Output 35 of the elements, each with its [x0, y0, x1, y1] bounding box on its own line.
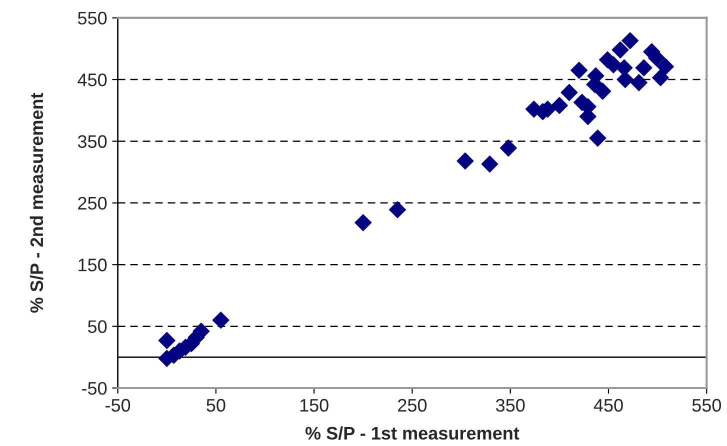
- x-tick-label: 350: [496, 398, 525, 412]
- point: [550, 96, 568, 114]
- y-tick-label: 450: [78, 73, 107, 86]
- point: [500, 139, 517, 157]
- point: [630, 74, 648, 92]
- point: [456, 152, 474, 170]
- point: [656, 58, 674, 76]
- point: [612, 41, 629, 58]
- x-tick-label: 150: [300, 398, 328, 412]
- point: [652, 69, 670, 86]
- y-tick-label: 250: [78, 196, 107, 210]
- y-tick-label: 350: [78, 135, 107, 148]
- point: [622, 32, 639, 50]
- point: [570, 62, 588, 79]
- y-tick-label: -50: [82, 382, 107, 395]
- y-tick-label: 550: [78, 12, 107, 25]
- x-axis-title: % S/P - 1st measurement: [305, 426, 520, 440]
- y-tick-label: 150: [78, 258, 107, 272]
- point: [589, 130, 606, 147]
- y-tick-label: 50: [88, 320, 107, 334]
- point: [635, 59, 652, 76]
- point: [388, 201, 406, 218]
- point: [481, 155, 498, 173]
- point: [616, 59, 633, 76]
- point: [354, 214, 372, 232]
- x-tick-label: -50: [106, 398, 130, 412]
- x-tick-label: 450: [594, 398, 623, 412]
- point: [594, 82, 612, 100]
- y-axis-title: % S/P - 2nd measurement: [30, 92, 44, 313]
- point: [560, 84, 578, 102]
- x-tick-label: 50: [206, 398, 226, 412]
- point: [158, 332, 176, 350]
- point: [212, 312, 230, 329]
- x-tick-label: 250: [398, 398, 427, 412]
- x-tick-label: 550: [692, 398, 721, 412]
